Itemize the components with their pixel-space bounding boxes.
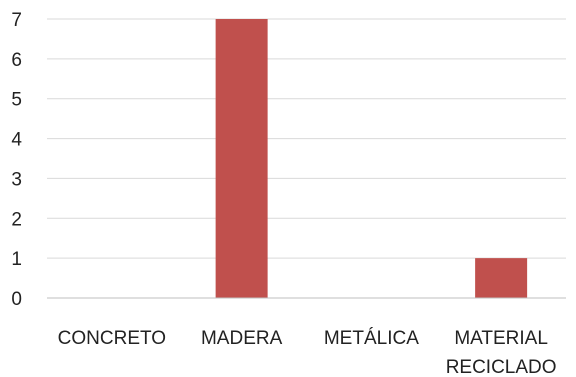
y-tick-label: 5 [11,90,22,111]
x-category-label: CONCRETO [58,328,166,349]
x-category-label-line: METÁLICA [324,328,419,349]
y-tick-label: 6 [11,50,22,71]
gridlines [47,18,566,259]
y-tick-label: 0 [11,289,22,310]
bar [475,258,528,298]
x-category-label: METÁLICA [324,328,419,349]
bar [215,19,268,298]
y-tick-label: 3 [11,169,22,190]
x-category-label: MADERA [201,328,283,349]
y-tick-label: 2 [11,209,22,230]
x-category-label: MATERIAL RECICLADO [446,328,557,377]
y-axis-tick-labels: 0 1 2 3 4 5 6 7 [11,10,22,310]
x-category-label-line: MATERIAL [454,328,548,349]
y-tick-label: 7 [11,10,22,31]
x-axis-category-labels: CONCRETO MADERA METÁLICA MATERIAL RECICLADO [58,328,557,377]
y-tick-label: 1 [11,249,22,270]
bars [215,19,528,298]
x-category-label-line: CONCRETO [58,328,166,349]
y-tick-label: 4 [11,130,22,151]
x-category-label-line: MADERA [201,328,283,349]
x-category-label-line: RECICLADO [446,357,557,377]
